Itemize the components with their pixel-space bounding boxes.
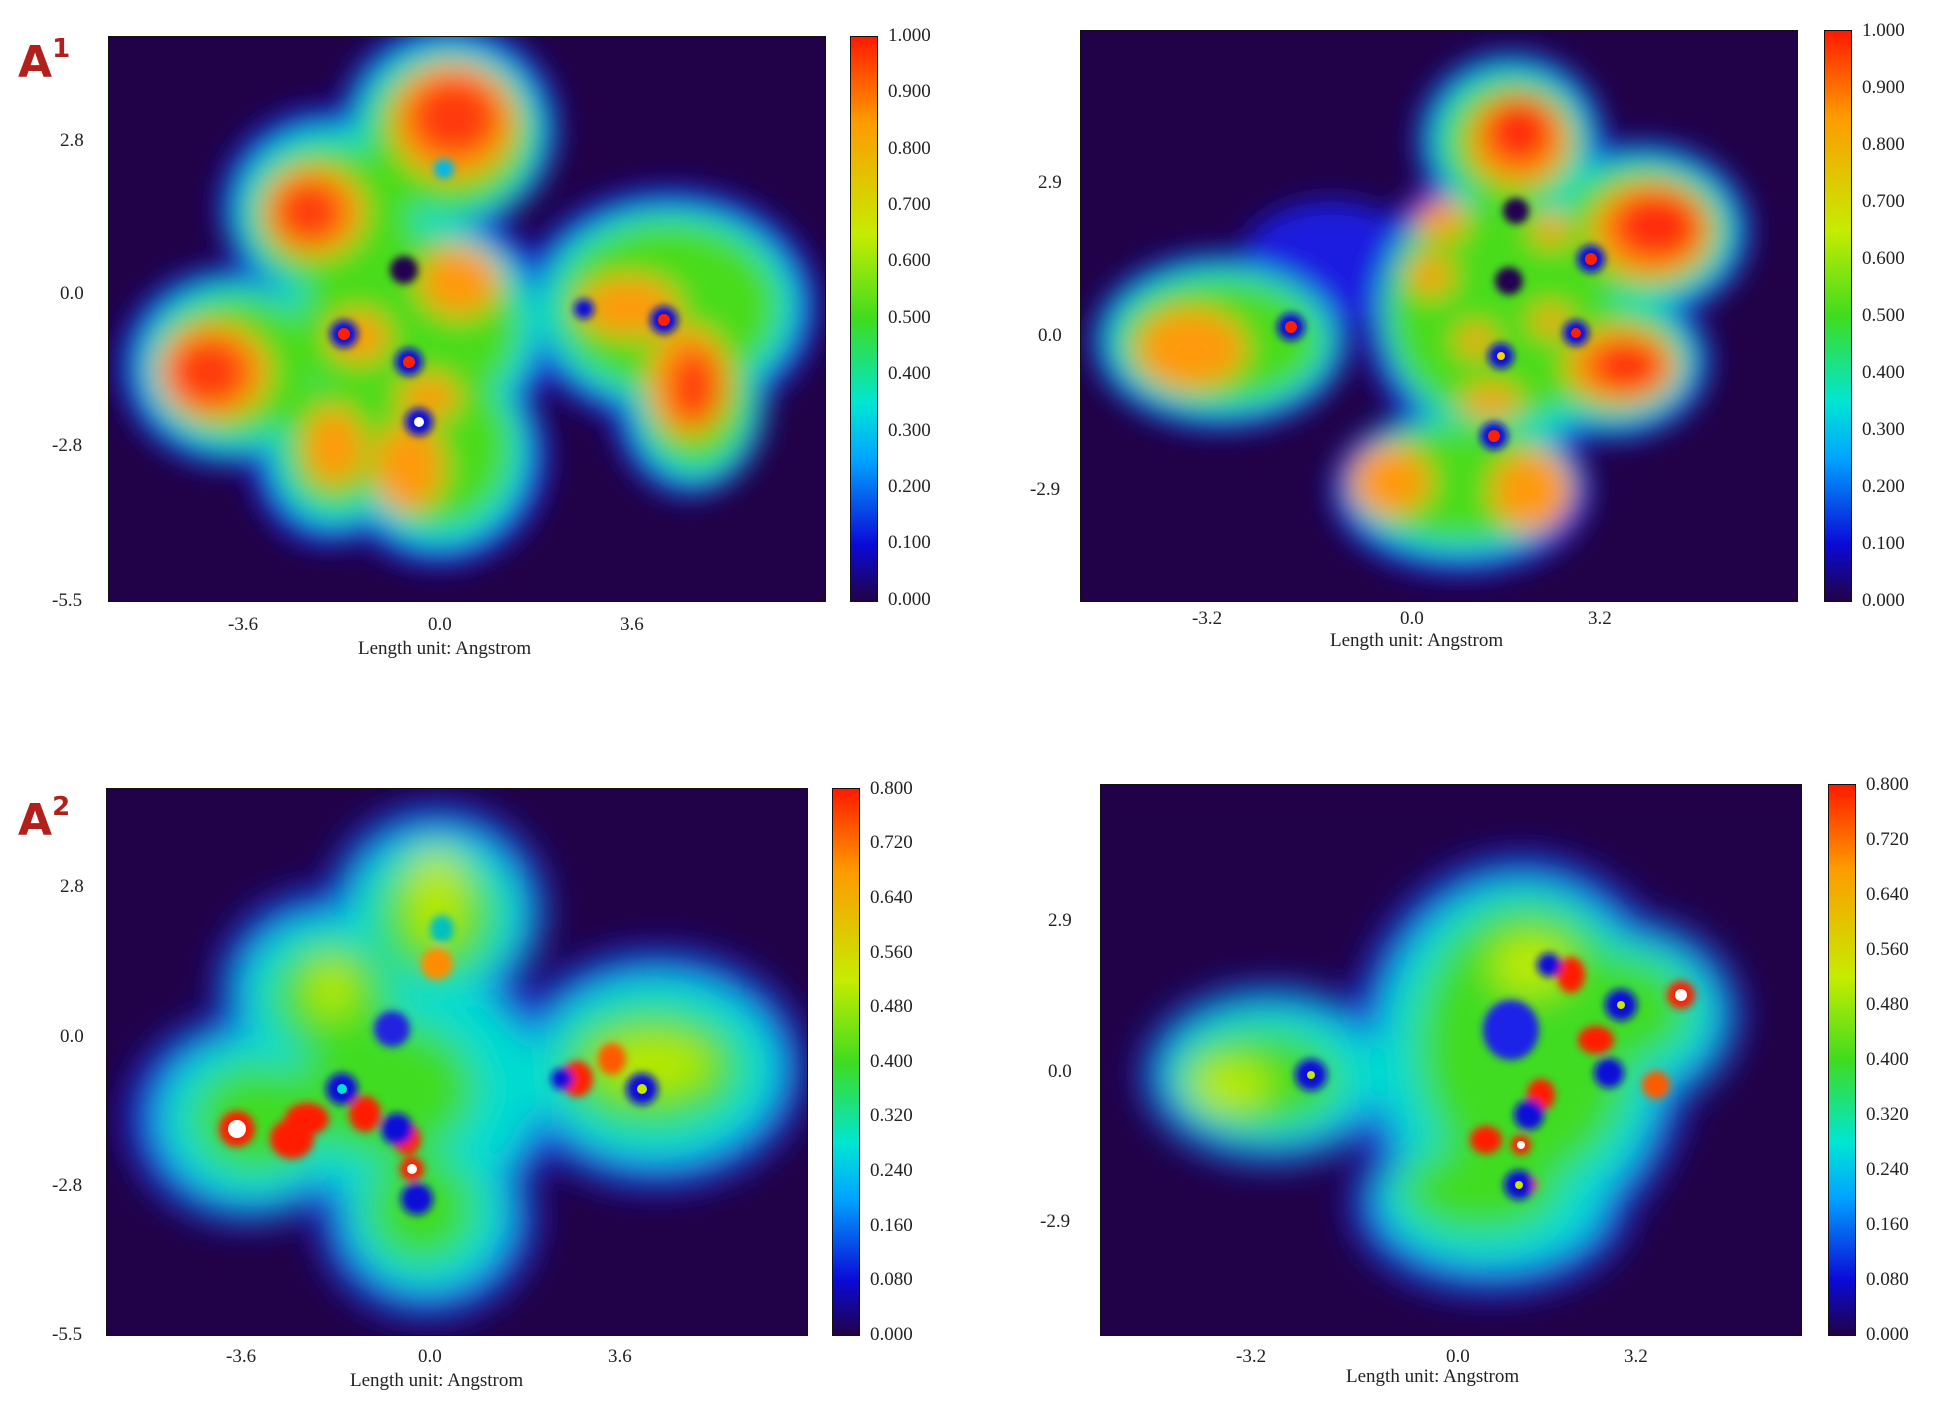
colorbar-tick-label: 0.600 — [888, 250, 931, 271]
colorbar-tick-label: 1.000 — [888, 25, 931, 46]
y-tick-label: -2.9 — [1040, 1211, 1071, 1232]
panel-label-a1: A1 — [18, 34, 71, 88]
colorbar-tick-label: 0.080 — [1866, 1269, 1909, 1290]
colorbar-a2 — [832, 788, 860, 1336]
colorbar-tick-label: 0.200 — [888, 476, 931, 497]
y-tick-label: 2.8 — [60, 130, 84, 151]
colorbar-tick-label: 0.320 — [870, 1105, 913, 1126]
colorbar-tick-label: 0.480 — [870, 996, 913, 1017]
y-tick-label: 0.0 — [1048, 1061, 1072, 1082]
colorbar-tick-label: 0.800 — [1866, 774, 1909, 795]
colorbar-tick-label: 0.080 — [870, 1269, 913, 1290]
panel-a2: A2 — [0, 730, 972, 1406]
colorbar-tick-label: 1.000 — [1862, 20, 1905, 41]
colorbar-tick-label: 0.500 — [888, 307, 931, 328]
colorbar-tick-label: 0.700 — [1862, 191, 1905, 212]
y-tick-label: 2.8 — [60, 876, 84, 897]
x-axis-title: Length unit: Angstrom — [1330, 630, 1504, 651]
y-tick-label: -5.5 — [52, 590, 83, 611]
colorbar-tick-label: 0.500 — [1862, 305, 1905, 326]
y-tick-label: -2.8 — [52, 435, 83, 456]
colorbar-tick-label: 0.320 — [1866, 1104, 1909, 1125]
colorbar-tick-label: 0.640 — [1866, 884, 1909, 905]
x-tick-label: -3.2 — [1236, 1346, 1267, 1367]
x-tick-label: 0.0 — [1446, 1346, 1470, 1367]
x-tick-label: 3.6 — [620, 614, 644, 635]
colorbar-tick-label: 0.000 — [1866, 1324, 1909, 1345]
x-tick-label: 0.0 — [428, 614, 452, 635]
x-tick-label: 3.2 — [1588, 608, 1612, 629]
colorbar-tick-label: 0.400 — [870, 1051, 913, 1072]
colorbar-tick-label: 0.720 — [1866, 829, 1909, 850]
heatmap-plot-bottom-right — [1100, 784, 1802, 1336]
colorbar-tick-label: 0.400 — [1862, 362, 1905, 383]
x-axis-title: Length unit: Angstrom — [350, 1370, 524, 1391]
colorbar-tick-label: 0.400 — [1866, 1049, 1909, 1070]
x-axis-title: Length unit: Angstrom — [358, 638, 532, 659]
y-tick-label: 2.9 — [1038, 172, 1062, 193]
colorbar-tick-label: 0.720 — [870, 832, 913, 853]
x-axis-title: Length unit: Angstrom — [1346, 1366, 1520, 1387]
colorbar-tick-label: 0.240 — [870, 1160, 913, 1181]
heatmap-plot-a2 — [106, 788, 808, 1336]
heatmap-plot-a1 — [108, 36, 826, 602]
colorbar-tick-label: 0.300 — [1862, 419, 1905, 440]
x-tick-label: 0.0 — [1400, 608, 1424, 629]
colorbar-a1 — [850, 36, 878, 602]
colorbar-tick-label: 0.200 — [1862, 476, 1905, 497]
colorbar-tick-label: 0.000 — [888, 589, 931, 610]
panel-a1: A1 — [0, 0, 972, 700]
colorbar-tick-label: 0.560 — [870, 942, 913, 963]
y-tick-label: -2.9 — [1030, 479, 1061, 500]
colorbar-top-right — [1824, 30, 1852, 602]
y-tick-label: 0.0 — [60, 1026, 84, 1047]
x-tick-label: -3.6 — [228, 614, 259, 635]
panel-label-a2: A2 — [18, 792, 71, 846]
x-tick-label: 0.0 — [418, 1346, 442, 1367]
x-tick-label: -3.2 — [1192, 608, 1223, 629]
x-tick-label: -3.6 — [226, 1346, 257, 1367]
colorbar-tick-label: 0.480 — [1866, 994, 1909, 1015]
colorbar-tick-label: 0.100 — [888, 532, 931, 553]
colorbar-tick-label: 0.400 — [888, 363, 931, 384]
panel-bottom-right: 2.9 0.0 -2.9 -3.2 0.0 3.2 Length unit: A… — [972, 730, 1944, 1406]
colorbar-tick-label: 0.640 — [870, 887, 913, 908]
colorbar-tick-label: 0.800 — [870, 778, 913, 799]
y-tick-label: -2.8 — [52, 1175, 83, 1196]
colorbar-bottom-right — [1828, 784, 1856, 1336]
heatmap-plot-top-right — [1080, 30, 1798, 602]
colorbar-tick-label: 0.000 — [870, 1324, 913, 1345]
colorbar-tick-label: 0.300 — [888, 420, 931, 441]
x-tick-label: 3.2 — [1624, 1346, 1648, 1367]
x-tick-label: 3.6 — [608, 1346, 632, 1367]
colorbar-tick-label: 0.900 — [888, 81, 931, 102]
colorbar-tick-label: 0.800 — [888, 138, 931, 159]
colorbar-tick-label: 0.800 — [1862, 134, 1905, 155]
colorbar-tick-label: 0.100 — [1862, 533, 1905, 554]
panel-top-right: 2.9 0.0 -2.9 -3.2 0.0 3.2 Length unit: A… — [972, 0, 1944, 700]
y-tick-label: -5.5 — [52, 1324, 83, 1345]
colorbar-tick-label: 0.000 — [1862, 590, 1905, 611]
colorbar-tick-label: 0.240 — [1866, 1159, 1909, 1180]
y-tick-label: 0.0 — [60, 283, 84, 304]
y-tick-label: 2.9 — [1048, 910, 1072, 931]
colorbar-tick-label: 0.600 — [1862, 248, 1905, 269]
colorbar-tick-label: 0.900 — [1862, 77, 1905, 98]
colorbar-tick-label: 0.160 — [1866, 1214, 1909, 1235]
colorbar-tick-label: 0.700 — [888, 194, 931, 215]
colorbar-tick-label: 0.160 — [870, 1215, 913, 1236]
colorbar-tick-label: 0.560 — [1866, 939, 1909, 960]
y-tick-label: 0.0 — [1038, 325, 1062, 346]
